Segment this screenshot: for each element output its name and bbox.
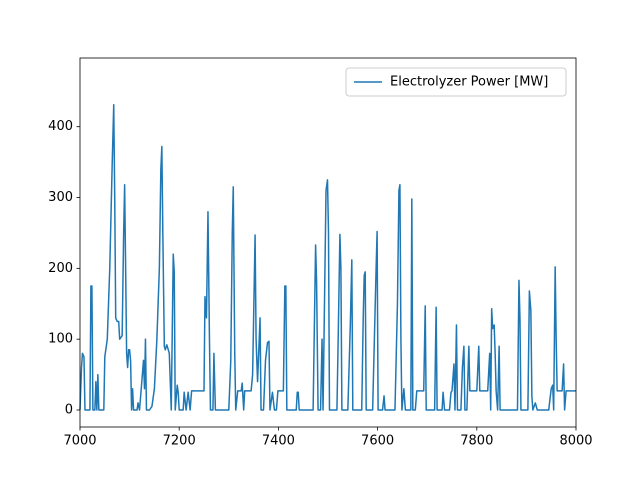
x-tick-label: 7800 — [460, 434, 493, 449]
legend-label: Electrolyzer Power [MW] — [390, 75, 548, 90]
data-line — [79, 103, 576, 411]
plot-frame — [79, 57, 577, 428]
x-tick-label: 7000 — [63, 434, 96, 449]
y-tick-label: 300 — [48, 190, 73, 205]
x-tick-label: 7200 — [163, 434, 196, 449]
x-tick-label: 8000 — [559, 434, 592, 449]
y-tick-label: 0 — [65, 403, 73, 418]
y-tick-label: 400 — [48, 119, 73, 134]
y-tick-label: 100 — [48, 332, 73, 347]
legend-box — [345, 67, 567, 97]
x-tick-label: 7400 — [262, 434, 295, 449]
y-tick-label: 200 — [48, 261, 73, 276]
x-tick-label: 7600 — [361, 434, 394, 449]
